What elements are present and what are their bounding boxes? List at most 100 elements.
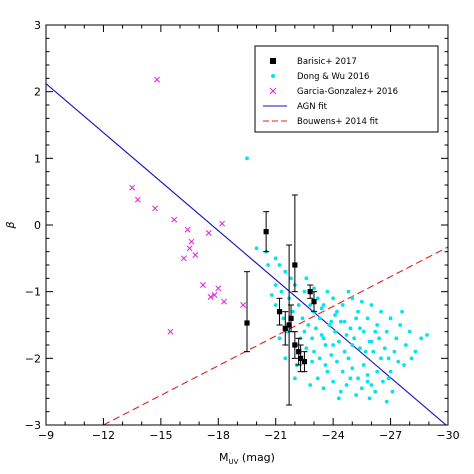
cross-stroke: [180, 255, 187, 262]
dong-wu-point: [302, 289, 307, 294]
dong-wu-point: [361, 363, 366, 367]
x-axis-label-sub: UV: [229, 458, 239, 466]
dong-wu-point: [283, 269, 288, 274]
dong-wu-point: [317, 316, 322, 321]
dong-wu-point: [350, 366, 355, 371]
dong-wu-point: [384, 399, 389, 404]
dong-wu-point: [359, 299, 364, 304]
fit-line-bouwens: [103, 246, 448, 425]
dong-wu-point: [331, 343, 336, 347]
cross-stroke: [188, 238, 195, 245]
x-tick-label: −24: [322, 429, 345, 442]
dong-wu-point: [327, 323, 332, 327]
barisic-marker: [263, 229, 269, 235]
legend-entry: Dong & Wu 2016: [271, 72, 369, 82]
dong-wu-point: [413, 349, 418, 354]
dong-wu-point: [369, 383, 374, 387]
barisic-marker: [282, 325, 288, 331]
x-axis-label-unit: (mag): [238, 451, 275, 464]
legend-label: AGN fit: [297, 102, 328, 112]
dong-wu-point: [323, 343, 328, 347]
dong-wu-point: [315, 376, 320, 381]
legend-entry: Bouwens+ 2014 fit: [263, 117, 379, 127]
dong-wu-point: [331, 379, 336, 384]
dong-wu-point: [394, 336, 399, 341]
barisic-marker: [288, 315, 294, 321]
garcia-gonzalez-point: [152, 205, 159, 212]
cross-stroke: [129, 184, 136, 191]
dong-wu-point: [373, 329, 378, 334]
dong-wu-point: [398, 323, 403, 327]
dong-wu-point: [361, 329, 366, 334]
cross-stroke: [134, 196, 141, 203]
legend-box: [254, 45, 439, 133]
barisic-point: [307, 284, 314, 299]
dong-wu-point: [400, 309, 404, 314]
dong-wu-point: [289, 276, 293, 281]
barisic-marker: [311, 299, 317, 305]
x-tick-label: −18: [207, 429, 230, 442]
dong-wu-point: [333, 329, 337, 334]
dong-wu-point: [375, 323, 380, 327]
dong-wu-point: [350, 296, 355, 301]
dong-wu-point: [375, 369, 380, 374]
dong-wu-point: [325, 289, 330, 294]
dong-wu-point: [409, 356, 414, 361]
dong-wu-point: [321, 386, 326, 391]
dong-wu-point: [344, 333, 349, 337]
dong-wu-point: [348, 376, 353, 381]
dong-wu-point: [277, 263, 282, 267]
dong-wu-point: [386, 356, 391, 361]
barisic-point: [291, 331, 298, 359]
x-tick-label: −27: [379, 429, 402, 442]
dong-wu-point: [308, 383, 313, 387]
barisic-marker: [276, 309, 283, 315]
cross-stroke: [221, 298, 227, 305]
x-tick-label: −12: [92, 429, 115, 442]
garcia-gonzalez-point: [188, 238, 195, 245]
cross-stroke: [205, 230, 212, 236]
dong-wu-point: [419, 336, 424, 341]
dong-wu-point: [367, 396, 372, 401]
cross-stroke: [219, 220, 226, 227]
dong-wu-point: [335, 359, 339, 364]
x-axis-label: MUV (mag): [219, 451, 275, 466]
dong-wu-point: [373, 389, 378, 394]
barisic-point: [291, 194, 298, 293]
dong-wu-point: [392, 349, 397, 354]
dong-wu-point: [358, 326, 362, 331]
dong-wu-point: [312, 349, 316, 354]
x-tick-label: −9: [38, 429, 54, 442]
y-tick-label: 3: [34, 19, 41, 32]
barisic-marker: [292, 342, 298, 348]
dong-wu-point: [338, 389, 343, 394]
dong-wu-point: [396, 359, 401, 364]
barisic-marker: [244, 320, 250, 326]
dong-wu-point: [390, 389, 395, 394]
dong-wu-point: [333, 313, 337, 317]
barisic-marker: [307, 289, 313, 295]
dong-wu-point: [354, 393, 359, 397]
dong-wu-point: [382, 346, 387, 351]
dong-wu-point: [352, 336, 357, 341]
dong-wu-point: [254, 246, 259, 251]
dong-wu-point: [302, 329, 307, 334]
legend-label: Barisic+ 2017: [297, 57, 357, 67]
legend-entry: AGN fit: [263, 102, 328, 112]
cross-stroke: [207, 294, 214, 300]
garcia-gonzalez-point: [211, 292, 218, 298]
y-tick-label: 2: [34, 86, 41, 99]
dong-wu-point: [350, 343, 355, 347]
dong-wu-point: [321, 336, 326, 341]
dong-wu-point: [329, 353, 334, 357]
legend-label: Bouwens+ 2014 fit: [297, 117, 379, 127]
barisic-point: [282, 311, 289, 346]
dong-wu-point: [319, 333, 324, 337]
legend-entry: Barisic+ 2017: [270, 57, 357, 67]
dong-wu-point: [310, 359, 314, 364]
dong-wu-point: [342, 319, 347, 324]
dong-wu-point: [310, 336, 314, 341]
garcia-gonzalez-point: [184, 226, 191, 233]
garcia-gonzalez-point: [240, 302, 247, 308]
legend-label: Garcia-Gonzalez+ 2016: [297, 87, 398, 97]
